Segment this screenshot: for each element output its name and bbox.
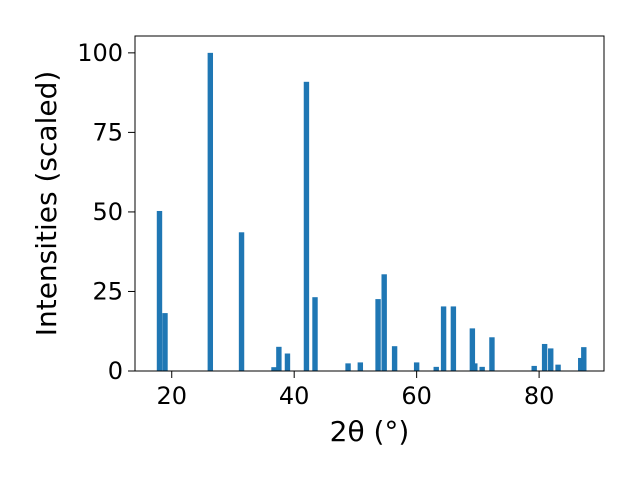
y-tick-label: 0 (108, 357, 123, 385)
bar (271, 367, 277, 371)
bar (207, 52, 214, 372)
bar (472, 363, 478, 371)
bar (413, 362, 420, 371)
bar (578, 357, 584, 371)
x-tick-label: 40 (279, 382, 310, 410)
bar (548, 348, 554, 371)
bar (555, 364, 561, 371)
bar (489, 337, 495, 371)
plot-frame (134, 35, 605, 372)
bar (391, 346, 398, 371)
bar (479, 366, 485, 371)
bar (156, 210, 163, 371)
x-tick-label: 60 (401, 382, 432, 410)
bar (433, 366, 439, 371)
bar (357, 362, 364, 371)
x-axis-label: 2θ (°) (330, 415, 410, 448)
bar (469, 328, 476, 371)
y-tick-label: 100 (77, 39, 123, 67)
bar (375, 299, 381, 371)
bar (531, 365, 537, 371)
bar (440, 306, 447, 371)
bar (450, 306, 457, 371)
bar (276, 346, 282, 371)
bar (162, 313, 168, 371)
bar (238, 232, 245, 371)
bar (581, 347, 587, 371)
bars-layer (156, 52, 587, 372)
y-tick-label: 75 (92, 118, 123, 146)
ticks-layer: 20 40 60 80 0 25 50 75 100 (77, 39, 554, 410)
bar (312, 297, 318, 371)
y-tick-label: 50 (92, 198, 123, 226)
bar (381, 274, 387, 371)
y-axis-label: Intensities (scaled) (30, 71, 63, 337)
y-tick-label: 25 (92, 277, 123, 305)
x-tick-label: 20 (156, 382, 187, 410)
bar (284, 353, 291, 371)
bar (541, 343, 548, 371)
x-tick-label: 80 (524, 382, 555, 410)
bar (345, 363, 351, 371)
bar (303, 81, 310, 371)
